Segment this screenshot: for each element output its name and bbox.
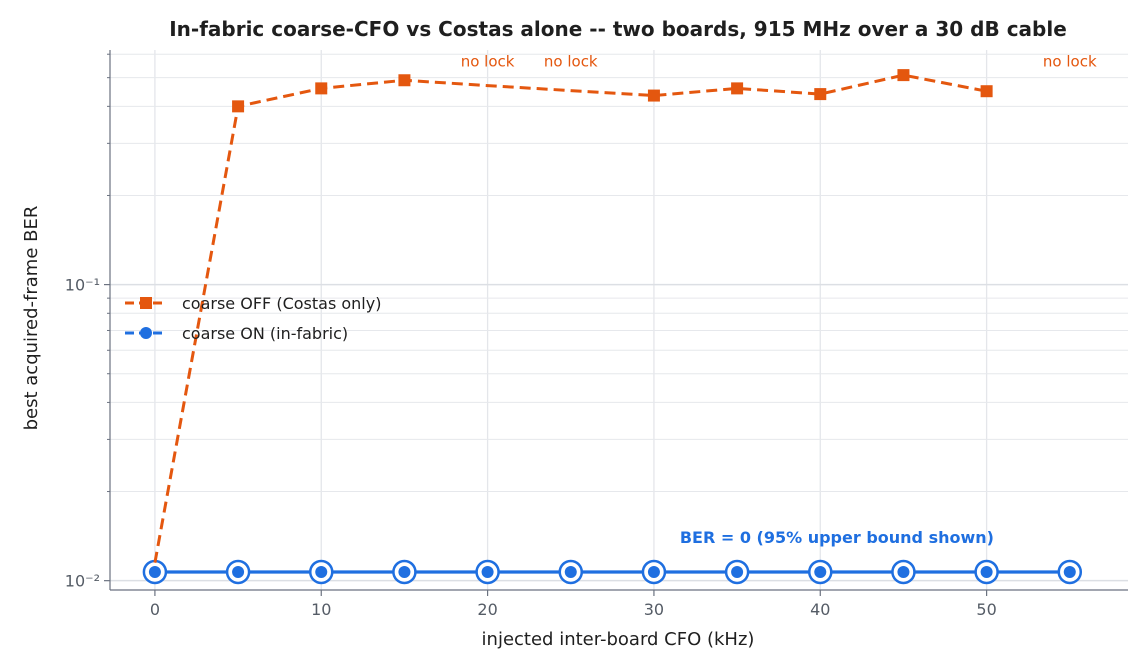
data-point-coarse-off <box>232 100 245 113</box>
data-point-coarse-on <box>398 565 411 578</box>
series-line-coarse-off <box>153 73 987 563</box>
annotations: no lock no lock no lock BER = 0 (95% upper … <box>461 53 1097 547</box>
legend-label-coarse-off: coarse OFF (Costas only) <box>182 294 381 313</box>
data-point-coarse-on <box>731 565 744 578</box>
data-point-coarse-on <box>315 565 328 578</box>
no-lock-annotation: no lock <box>1043 53 1097 71</box>
legend-label-coarse-on: coarse ON (in-fabric) <box>182 324 348 343</box>
grid-lines <box>110 50 1128 590</box>
data-point-coarse-off <box>315 82 328 95</box>
data-point-coarse-on <box>980 565 993 578</box>
no-lock-annotation: no lock <box>461 53 515 71</box>
data-point-coarse-on <box>148 565 161 578</box>
y-axis-label: best acquired-frame BER <box>21 206 42 431</box>
series <box>142 69 1083 585</box>
data-point-coarse-off <box>980 85 993 98</box>
data-point-coarse-on <box>564 565 577 578</box>
y-tick-label: 10⁻¹ <box>65 276 100 295</box>
data-point-coarse-off <box>897 69 910 82</box>
x-axis-label: injected inter-board CFO (kHz) <box>482 629 755 650</box>
y-tick-label: 10⁻² <box>65 572 100 591</box>
data-point-coarse-on <box>481 565 494 578</box>
chart-title: In-fabric coarse-CFO vs Costas alone -- … <box>169 17 1067 41</box>
data-point-coarse-off <box>814 88 827 101</box>
data-point-coarse-off <box>731 82 744 95</box>
x-tick-label: 30 <box>644 600 664 619</box>
data-point-coarse-on <box>232 565 245 578</box>
x-tick-label: 10 <box>311 600 331 619</box>
axis-ticks: 0 10 20 30 40 50 10⁻² 10⁻¹ <box>65 53 997 619</box>
data-point-coarse-off <box>398 74 411 87</box>
legend: coarse OFF (Costas only) coarse ON (in-fa… <box>125 294 381 343</box>
data-point-coarse-on <box>814 565 827 578</box>
x-tick-label: 50 <box>976 600 996 619</box>
x-tick-label: 0 <box>150 600 160 619</box>
x-tick-label: 20 <box>477 600 497 619</box>
legend-swatch-marker-coarse-off <box>140 297 152 309</box>
axes <box>109 50 1128 591</box>
data-point-coarse-on <box>647 565 660 578</box>
no-lock-annotation: no lock <box>544 53 598 71</box>
ber-zero-annotation: BER = 0 (95% upper bound shown) <box>680 528 994 547</box>
data-point-coarse-off <box>647 89 660 102</box>
legend-swatch-marker-coarse-on <box>140 327 152 339</box>
data-point-coarse-on <box>897 565 910 578</box>
x-tick-label: 40 <box>810 600 830 619</box>
data-point-coarse-on <box>1063 565 1076 578</box>
